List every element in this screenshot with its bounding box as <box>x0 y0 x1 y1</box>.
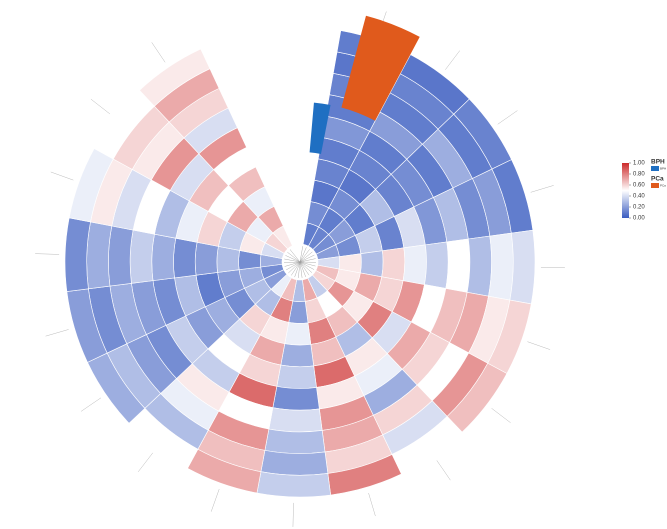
sample-label-stub <box>45 329 69 337</box>
sample-label-stub <box>497 110 518 125</box>
sample-label-stub <box>368 492 376 517</box>
legend-label: PCa <box>660 183 666 187</box>
heatmap-cell <box>445 238 471 293</box>
sample-label-stub <box>137 452 154 472</box>
colorbar-tick-label: 1.00 <box>633 161 645 167</box>
sample-label-stub <box>80 397 102 412</box>
dendrogram-branch <box>286 261 301 271</box>
sample-label-stub <box>445 50 460 70</box>
colorbar <box>622 163 629 218</box>
dendrogram-branch <box>299 251 313 263</box>
heatmap-cell <box>272 386 320 411</box>
legend-swatch <box>651 183 659 188</box>
dendrogram-branch <box>299 254 315 263</box>
group-annotation <box>341 15 420 121</box>
sample-label-stub <box>50 171 74 181</box>
heatmap-cell <box>280 343 315 368</box>
legend-label: BPH <box>660 166 666 170</box>
heatmap-cell <box>424 241 449 289</box>
heatmap-cell <box>488 232 514 301</box>
sample-label-stub <box>210 488 220 512</box>
dendrogram-branch <box>289 249 301 263</box>
heatmap-cell <box>86 221 113 290</box>
heatmap-cell <box>151 233 177 281</box>
heatmap-cell <box>194 241 219 276</box>
legend-title: PCa <box>651 176 664 183</box>
heatmap-cell <box>64 217 91 292</box>
heatmap-cell <box>268 407 323 433</box>
colorbar-tick-label: 0.00 <box>633 216 645 222</box>
legend-swatch <box>651 166 659 171</box>
colorbar-tick-label: 0.40 <box>633 194 645 200</box>
dendrogram-branch <box>299 261 310 276</box>
heatmap-cell <box>139 48 211 107</box>
sample-label-stub <box>527 341 551 350</box>
heatmap-cell <box>466 235 492 297</box>
dendrogram-branch <box>299 261 306 278</box>
dendrogram-branch <box>299 261 313 273</box>
legend-title: BPH <box>651 159 665 166</box>
sample-label-stub <box>35 253 60 255</box>
heatmap-cell <box>129 229 155 284</box>
dendrogram-branch <box>299 261 303 278</box>
dendrogram-branch <box>288 261 301 274</box>
heatmap-cell <box>276 364 317 389</box>
heatmap-cell <box>216 246 241 273</box>
heatmap-cell <box>108 225 134 287</box>
heatmap-cell <box>509 229 536 305</box>
heatmap-cell <box>264 428 326 454</box>
dendrogram-branch <box>299 247 307 263</box>
sample-label-stub <box>540 267 565 269</box>
colorbar-tick-label: 0.20 <box>633 205 645 211</box>
dendrogram-branch <box>284 261 301 263</box>
group-annotation <box>309 102 331 155</box>
dendrogram-branch <box>299 258 316 263</box>
dendrogram-branch <box>284 261 301 267</box>
sample-label-stub <box>530 185 554 193</box>
dendrogram-branch <box>299 249 310 263</box>
dendrogram-branch <box>299 261 316 267</box>
sample-label-stub <box>90 98 111 115</box>
heatmap-cell <box>360 250 384 278</box>
dendrogram-branch <box>287 252 301 263</box>
dendrogram-branch <box>285 255 301 263</box>
colorbar-tick-label: 0.60 <box>633 183 645 189</box>
dendrogram-branch <box>291 261 301 276</box>
colorbar-tick-label: 0.80 <box>633 172 645 178</box>
sample-label-stub <box>151 42 166 63</box>
dendrogram-branch <box>299 261 315 270</box>
sample-label-stub <box>436 460 451 481</box>
heatmap-cell <box>260 450 329 476</box>
heatmap-cell <box>173 237 198 279</box>
dendrogram-branch <box>298 261 301 278</box>
sample-label-stub <box>491 408 511 424</box>
heatmap-cell <box>402 244 427 285</box>
dendrogram-branch <box>294 261 301 278</box>
dendrogram-branch <box>284 258 301 263</box>
heatmap-cell <box>284 322 312 346</box>
heatmap-cell <box>381 247 406 282</box>
dendrogram-branch <box>299 246 303 263</box>
heatmap-cell <box>256 471 332 498</box>
sample-label-stub <box>292 502 294 527</box>
